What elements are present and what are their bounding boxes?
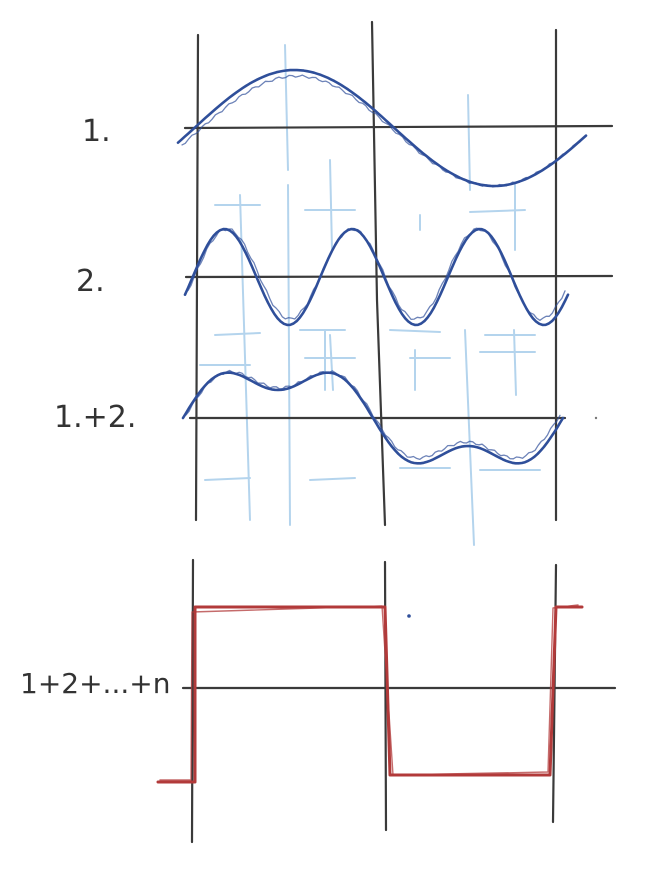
stray-dot [407,614,411,618]
label-wave1: 1. [82,114,111,149]
label-sum12: 1.+2. [54,400,137,435]
stray-dot [594,416,598,420]
horizontal-axes [181,124,617,690]
axis-wave1 [183,124,614,130]
construction-lines [199,44,541,546]
label-wave2: 2. [76,264,105,299]
sum12-curve [181,371,565,465]
square-wave-main [156,605,584,784]
sum12-curve-sketch [185,369,561,461]
axis-wave2 [184,274,614,279]
wave2-curve-sketch [187,227,566,321]
label-sum-n: 1+2+...+n [20,667,171,700]
blue-waveforms [176,68,588,465]
square-wave [156,604,584,784]
square-wave-sketch [159,604,579,781]
wave1-curve-sketch [181,74,584,188]
